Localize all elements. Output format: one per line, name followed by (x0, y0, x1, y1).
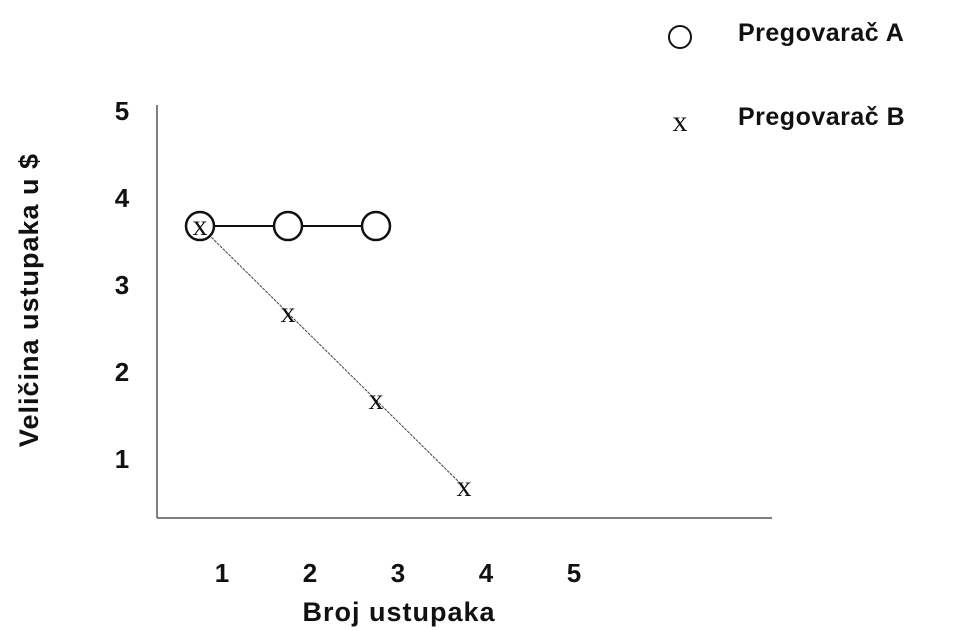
x-tick-label-1: 1 (215, 558, 229, 588)
series-a-point (184, 210, 216, 242)
series-b-line-segment (287, 312, 377, 401)
y-tick-label-1: 1 (115, 444, 129, 474)
series-b-point: x (281, 296, 296, 329)
y-tick-label-2: 2 (115, 357, 129, 387)
series-b-line-segment (375, 399, 465, 488)
x-tick-label-5: 5 (567, 558, 581, 588)
x-tick-labels: 1 2 3 4 5 (215, 558, 581, 588)
x-axis-title: Broj ustupaka (302, 597, 495, 627)
x-tick-label-3: 3 (391, 558, 405, 588)
series-b-point: x (369, 383, 384, 416)
legend: Pregovarač A x Pregovarač B (668, 19, 905, 138)
legend-label-b: Pregovarač B (738, 103, 905, 131)
series-layer: x x x x (184, 209, 472, 503)
y-axis-title: Veličina ustupaka u $ (14, 153, 44, 447)
x-tick-label-4: 4 (479, 558, 494, 588)
y-tick-label-3: 3 (115, 270, 129, 300)
legend-x-marker: x (673, 105, 688, 138)
x-tick-label-2: 2 (303, 558, 317, 588)
y-tick-labels: 1 2 3 4 5 (115, 96, 130, 474)
series-a-point (272, 210, 304, 242)
y-tick-label-5: 5 (115, 96, 129, 126)
legend-label-a: Pregovarač A (738, 19, 904, 47)
y-tick-label-4: 4 (115, 183, 130, 213)
series-b-point: x (457, 470, 472, 503)
series-b-line-segment (199, 225, 289, 314)
series-a-point (360, 210, 392, 242)
series-b-point: x (193, 209, 208, 242)
legend-circle-marker (668, 25, 692, 49)
